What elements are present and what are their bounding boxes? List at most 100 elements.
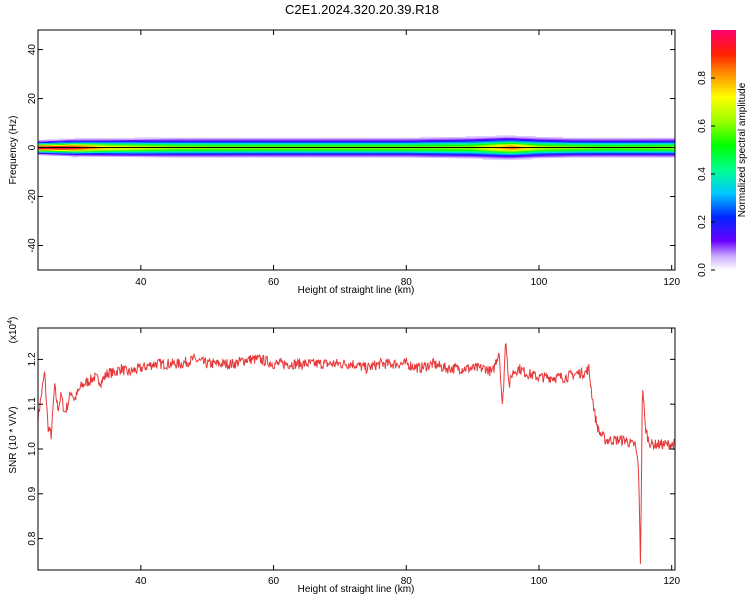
spectrogram-cell <box>655 141 659 143</box>
spectrogram-cell <box>167 153 172 156</box>
spectrogram-cell <box>197 151 201 153</box>
spectrogram-cell <box>578 138 583 141</box>
spectrogram-cell <box>562 152 566 155</box>
spectrogram-cell <box>110 145 115 148</box>
spectrogram-cell <box>542 151 546 154</box>
spectrogram-cell <box>313 148 317 151</box>
spectrogram-cell <box>213 151 218 153</box>
spectrogram-cell <box>655 143 659 146</box>
spectrogram-cell <box>137 155 142 158</box>
spectrogram-cell <box>157 147 162 149</box>
spectrogram-cell <box>529 140 533 143</box>
spectrogram-cell <box>329 147 334 150</box>
spectrogram-cell <box>180 138 185 141</box>
spectrogram-cell <box>81 151 85 153</box>
spectrogram-cell <box>592 150 596 152</box>
spectrogram-cell <box>74 152 79 154</box>
spectrogram-cell <box>343 145 347 147</box>
spectrogram-cell <box>419 156 424 158</box>
spectrogram-cell <box>210 141 215 143</box>
spectrogram-cell <box>260 153 264 156</box>
spectrogram-cell <box>247 154 251 157</box>
spectrogram-cell <box>648 152 653 154</box>
spectrogram-cell <box>64 146 69 148</box>
spectrogram-cell <box>492 149 497 152</box>
spectrogram-cell <box>439 156 444 159</box>
spectrogram-cell <box>359 151 364 153</box>
spectrogram-cell <box>605 150 609 152</box>
spectrogram-cell <box>187 150 191 152</box>
spectrogram-cell <box>661 154 666 157</box>
spectrogram-cell <box>538 153 543 155</box>
spectrogram-cell <box>124 142 128 144</box>
spectrogram-cell <box>396 151 400 153</box>
spectrogram-cell <box>459 148 463 150</box>
spectrogram-cell <box>306 154 311 157</box>
spectrogram-cell <box>671 143 675 146</box>
spectrogram-cell <box>505 148 510 151</box>
spectrogram-cell <box>426 140 430 142</box>
spectrogram-cell <box>81 140 85 142</box>
colorbar-tick-label: 0.2 <box>697 215 708 229</box>
spectrogram-cell <box>310 142 314 145</box>
spectrogram-cell <box>406 147 410 150</box>
spectrogram-cell <box>84 153 89 156</box>
spectrogram-cell <box>290 143 294 146</box>
spectrogram-cell <box>472 136 477 138</box>
spectrogram-cell <box>399 137 404 140</box>
spectrogram-cell <box>130 145 135 148</box>
spectrogram-cell <box>140 143 145 146</box>
spectrogram-cell <box>555 152 560 155</box>
spectrogram-cell <box>495 148 500 151</box>
spectrogram-cell <box>114 150 118 153</box>
spectrogram-cell <box>671 153 675 156</box>
spectrogram-cell <box>174 150 178 152</box>
spectrogram-cell <box>668 148 672 151</box>
spectrogram-cell <box>439 149 444 151</box>
spectrogram-cell <box>399 145 404 147</box>
spectrogram-cell <box>174 142 178 145</box>
spectrogram-cell <box>210 150 215 152</box>
spectrogram-cell <box>465 155 470 158</box>
spectrogram-cell <box>280 143 284 146</box>
spectrogram-cell <box>462 149 467 152</box>
spectrogram-cell <box>276 147 281 150</box>
spectrogram-cell <box>661 151 666 153</box>
spectrogram-cell <box>462 139 467 142</box>
spectrogram-cell <box>247 143 251 146</box>
spectrogram-cell <box>402 151 407 153</box>
spectrogram-cell <box>482 146 487 148</box>
spectrogram-cell <box>499 141 503 143</box>
spectrogram-cell <box>651 138 656 141</box>
spectrogram-cell <box>456 148 460 150</box>
spectrogram-cell <box>605 153 609 156</box>
spectrogram-cell <box>339 151 344 153</box>
spectrogram-cell <box>489 144 493 147</box>
spectrogram-cell <box>638 138 643 141</box>
snr-panel: 40 60 80 100 120 0.80.91.01.11.2 Height of s… <box>7 317 680 595</box>
spectrogram-cell <box>130 139 135 142</box>
spectrogram-cell <box>525 145 530 148</box>
spectrogram-cell <box>558 153 563 156</box>
spectrogram-cell <box>280 141 284 143</box>
spectrogram-cell <box>177 137 181 140</box>
spectrogram-cell <box>61 152 65 154</box>
spectrogram-cell <box>101 144 105 146</box>
spectrogram-cell <box>489 142 493 144</box>
spectrogram-cell <box>475 155 480 158</box>
spectrogram-cell <box>326 147 331 150</box>
spectrogram-cell <box>502 138 507 141</box>
spectrogram-cell <box>489 148 493 151</box>
spectrogram-cell <box>462 155 467 158</box>
spectrogram-cell <box>174 138 178 141</box>
spectrogram-cell <box>485 144 490 147</box>
spectrogram-cell <box>595 156 599 158</box>
spectrogram-cell <box>190 156 195 158</box>
spectrogram-cell <box>313 141 317 143</box>
spectrogram-cell <box>562 145 566 147</box>
spectrogram-cell <box>439 136 444 139</box>
colorbar-label: Normalized spectral amplitude <box>737 82 748 217</box>
spectrogram-cell <box>124 145 128 148</box>
spectrogram-cell <box>346 143 351 146</box>
spectrogram-cell <box>280 156 284 158</box>
